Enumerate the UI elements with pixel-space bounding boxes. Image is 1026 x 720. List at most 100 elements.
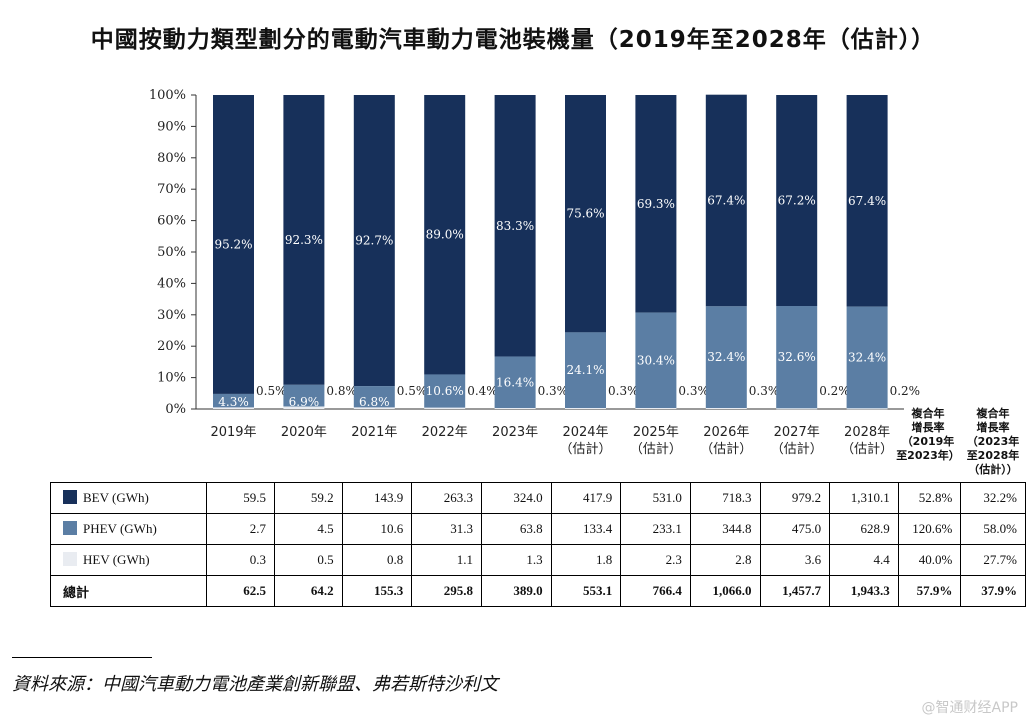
- table-cell: 718.3: [689, 482, 761, 514]
- row-label: BEV (GWh): [49, 482, 208, 514]
- x-tick-label: 2027年: [774, 425, 820, 440]
- table-cell: 417.9: [550, 482, 622, 514]
- table-cell: 64.2: [274, 575, 343, 607]
- cagr-header-line: 至2028年: [967, 448, 1020, 462]
- y-tick-label: 100%: [149, 88, 186, 103]
- table-cell: 1,943.3: [829, 575, 899, 607]
- label-phev: 32.6%: [778, 350, 816, 364]
- cagr-header-line: 複合年: [976, 406, 1010, 420]
- table-cell: 324.0: [480, 482, 552, 514]
- table-cell: 4.4: [829, 544, 899, 576]
- cagr-header-line: （2019年: [902, 434, 955, 448]
- table-row: PHEV (GWh) 2.7 4.5 10.6 31.3 63.8 133.4 233.1 34…: [49, 513, 1026, 545]
- table-cell: 1.3: [480, 544, 552, 576]
- bar-phev: [494, 356, 536, 409]
- source-divider: [12, 657, 152, 658]
- y-tick-label: 60%: [157, 214, 186, 229]
- y-tick-label: 50%: [157, 245, 186, 260]
- label-hev: 0.5%: [397, 384, 428, 398]
- y-tick-label: 20%: [157, 339, 186, 354]
- row-label-text: 總計: [63, 584, 90, 600]
- label-phev: 4.3%: [218, 395, 249, 409]
- label-phev: 6.8%: [359, 395, 390, 409]
- x-tick-label: 2022年: [422, 425, 468, 440]
- label-phev: 16.4%: [496, 375, 534, 389]
- row-label-text: PHEV (GWh): [83, 521, 157, 536]
- table-cell: 1.1: [411, 544, 482, 576]
- table-row: BEV (GWh) 59.5 59.2 143.9 263.3 324.0 417.9 531…: [49, 482, 1026, 514]
- bar-bev: [353, 95, 395, 387]
- bar-phev: [213, 393, 254, 408]
- table-cell: 1.8: [550, 544, 622, 576]
- table-cell: 120.6%: [897, 513, 962, 545]
- label-phev: 32.4%: [848, 351, 886, 365]
- cagr-header-line: 複合年: [911, 406, 945, 420]
- table-cell: 475.0: [759, 513, 831, 545]
- bar-phev: [565, 332, 606, 409]
- table-cell: 3.6: [759, 544, 831, 576]
- y-tick-label: 90%: [157, 119, 186, 134]
- x-tick-label: 2020年: [281, 425, 327, 440]
- table-cell: 1,066.0: [689, 575, 761, 607]
- table-cell: 1,457.7: [759, 575, 831, 607]
- x-tick-label: 2028年: [844, 425, 890, 440]
- label-phev: 32.4%: [707, 350, 745, 364]
- table-cell: 0.3: [206, 544, 276, 576]
- table-cell: 389.0: [480, 575, 552, 607]
- x-tick-label: 2025年: [633, 425, 679, 440]
- bar-bev: [213, 95, 254, 394]
- bar-bev: [283, 95, 325, 385]
- table-cell: 766.4: [620, 575, 691, 607]
- label-hev: 0.2%: [890, 384, 921, 398]
- label-bev: 75.6%: [566, 207, 604, 221]
- x-tick-label: 2026年: [703, 425, 749, 440]
- table-row: 總計 62.5 64.2 155.3 295.8 389.0 553.1 766.4 1,066…: [49, 575, 1026, 607]
- label-phev: 10.6%: [426, 384, 464, 398]
- bar-hev: [776, 408, 818, 410]
- cagr-header-line: （估計））: [968, 462, 1018, 476]
- bar-phev: [705, 306, 747, 409]
- label-hev: 0.2%: [819, 384, 850, 398]
- table-cell: 263.3: [411, 482, 482, 514]
- bar-group: 95.2% 4.3% 0.5% 92.3% 6.9% 0.8% 92.7% 6.8% 0.5% 8…: [213, 94, 921, 410]
- y-tick-label: 70%: [157, 182, 186, 197]
- label-phev: 30.4%: [637, 353, 675, 367]
- watermark: @智通财经APP: [921, 700, 1018, 716]
- label-hev: 0.5%: [256, 384, 287, 398]
- bar-phev: [776, 306, 818, 409]
- label-bev: 69.3%: [637, 197, 675, 211]
- table-cell: 133.4: [550, 513, 622, 545]
- row-label-text: BEV (GWh): [83, 490, 149, 505]
- bar-hev: [353, 407, 395, 409]
- cagr-header-line: 增長率: [912, 420, 945, 434]
- bar-phev: [846, 306, 888, 409]
- table-cell: 59.5: [206, 482, 276, 514]
- x-tick-note: （估計）: [841, 441, 893, 457]
- row-label: 總計: [49, 575, 208, 607]
- bar-hev: [213, 407, 254, 409]
- bar-hev: [494, 408, 536, 409]
- label-hev: 0.8%: [326, 384, 357, 398]
- cagr-headers: 複合年增長率（2019年至2023年）複合年增長率（2023年至2028年（估計…: [896, 406, 1019, 476]
- x-tick-label: 2019年: [210, 425, 256, 440]
- bar-hev: [424, 407, 466, 409]
- table-cell: 62.5: [206, 575, 276, 607]
- x-tick-note: （估計）: [559, 441, 611, 457]
- label-hev: 0.3%: [749, 384, 780, 398]
- label-bev: 67.4%: [848, 194, 886, 208]
- x-tick-label: 2021年: [351, 425, 397, 440]
- label-bev: 89.0%: [426, 228, 464, 242]
- table-row: HEV (GWh) 0.3 0.5 0.8 1.1 1.3 1.8 2.3 2.8 3.6 4.4 4…: [49, 544, 1026, 576]
- legend-swatch: [63, 521, 77, 535]
- chart-title: 中國按動力類型劃分的電動汽車動力電池裝機量（2019年至2028年（估計））: [90, 27, 936, 53]
- legend-swatch: [63, 552, 77, 566]
- table-cell: 57.9%: [897, 575, 962, 607]
- cagr-header-line: 增長率: [977, 420, 1010, 434]
- row-label-text: HEV (GWh): [83, 552, 150, 567]
- bar-phev: [635, 312, 677, 409]
- data-table: BEV (GWh) 59.5 59.2 143.9 263.3 324.0 417.9 531…: [49, 482, 1026, 607]
- cagr-header-line: （2023年: [967, 434, 1020, 448]
- bar-hev: [565, 408, 606, 409]
- label-bev: 95.2%: [214, 237, 252, 251]
- bar-phev: [353, 386, 395, 408]
